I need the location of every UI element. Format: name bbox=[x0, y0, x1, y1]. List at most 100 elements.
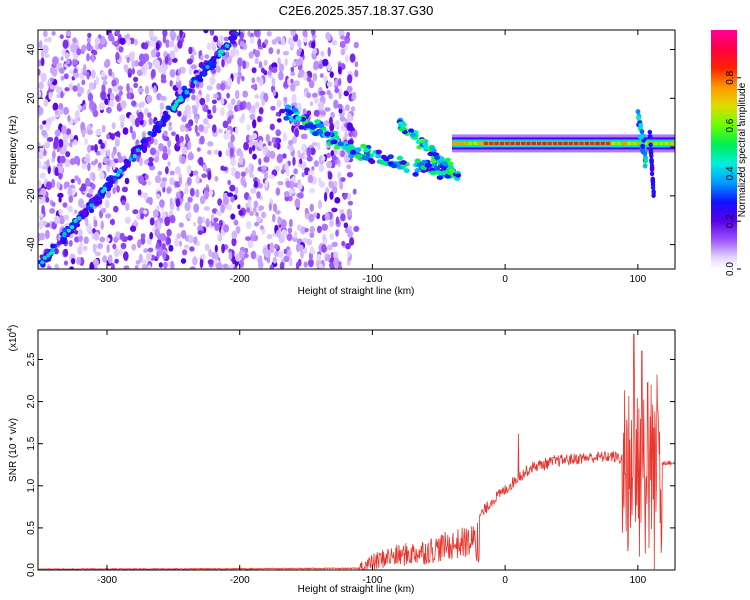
noise-speck bbox=[69, 266, 74, 269]
noise-speck bbox=[186, 164, 192, 175]
noise-speck bbox=[222, 120, 229, 129]
noise-speck bbox=[321, 244, 327, 253]
steady-line-segment bbox=[579, 141, 584, 145]
noise-speck bbox=[175, 134, 180, 143]
noise-speck bbox=[347, 229, 353, 238]
curved-branch-point bbox=[403, 168, 410, 174]
noise-speck bbox=[179, 141, 185, 148]
noise-speck bbox=[317, 199, 323, 210]
noise-speck bbox=[203, 206, 211, 211]
diagonal-track-point bbox=[162, 110, 168, 116]
diagonal-track-point bbox=[66, 228, 72, 233]
noise-speck bbox=[159, 182, 166, 188]
noise-speck bbox=[311, 41, 316, 49]
noise-speck bbox=[119, 248, 123, 256]
noise-speck bbox=[331, 154, 337, 161]
noise-speck bbox=[239, 150, 244, 159]
noise-speck bbox=[53, 248, 59, 255]
noise-speck bbox=[115, 30, 120, 35]
noise-speck bbox=[114, 131, 121, 137]
curved-branch-point bbox=[414, 168, 421, 173]
noise-speck bbox=[340, 213, 346, 222]
noise-speck bbox=[270, 105, 276, 111]
noise-speck bbox=[345, 243, 351, 250]
diagonal-track-point bbox=[92, 196, 98, 202]
diagonal-track-point bbox=[224, 43, 230, 48]
noise-speck bbox=[246, 101, 252, 111]
noise-speck bbox=[184, 201, 191, 212]
noise-speck bbox=[201, 216, 206, 224]
noise-speck bbox=[49, 66, 55, 74]
noise-speck bbox=[134, 60, 139, 67]
noise-speck bbox=[188, 46, 193, 55]
noise-speck bbox=[187, 152, 194, 161]
steady-line-segment bbox=[468, 141, 473, 145]
branch-track-point bbox=[455, 173, 462, 178]
noise-speck bbox=[159, 102, 165, 110]
curved-branch-point bbox=[348, 153, 355, 159]
x-tick-label: -200 bbox=[230, 575, 250, 586]
noise-speck bbox=[45, 122, 51, 131]
branch-track-point bbox=[447, 161, 454, 166]
noise-speck bbox=[70, 178, 75, 184]
noise-speck bbox=[133, 82, 139, 89]
noise-speck bbox=[275, 210, 281, 215]
dip-point bbox=[643, 158, 649, 164]
noise-speck bbox=[230, 196, 235, 203]
noise-speck bbox=[326, 254, 331, 262]
noise-speck bbox=[86, 41, 92, 52]
noise-speck bbox=[91, 54, 95, 63]
noise-speck bbox=[95, 129, 102, 136]
noise-speck bbox=[346, 172, 354, 178]
noise-speck bbox=[52, 150, 56, 159]
spectrogram-frame bbox=[37, 29, 676, 270]
noise-speck bbox=[294, 128, 299, 138]
noise-speck bbox=[250, 250, 257, 260]
noise-speck bbox=[109, 219, 115, 225]
noise-speck bbox=[146, 252, 152, 261]
noise-speck bbox=[231, 230, 238, 239]
noise-speck bbox=[227, 192, 234, 197]
noise-speck bbox=[320, 110, 326, 116]
dip-point bbox=[640, 143, 646, 150]
steady-line-segment bbox=[521, 141, 526, 145]
noise-speck bbox=[127, 235, 133, 241]
noise-speck bbox=[331, 40, 338, 46]
noise-speck bbox=[131, 130, 137, 140]
noise-speck bbox=[349, 236, 355, 246]
curved-branch-point bbox=[298, 125, 305, 130]
noise-speck bbox=[292, 156, 296, 166]
dip-point bbox=[650, 179, 656, 184]
noise-speck bbox=[49, 77, 55, 82]
noise-speck bbox=[179, 124, 186, 133]
noise-speck bbox=[337, 103, 343, 109]
noise-speck bbox=[254, 57, 259, 65]
noise-speck bbox=[99, 236, 106, 243]
noise-speck bbox=[63, 181, 68, 190]
noise-speck bbox=[221, 58, 225, 68]
noise-speck bbox=[211, 213, 215, 223]
dip-point bbox=[639, 134, 645, 140]
noise-speck bbox=[252, 206, 257, 213]
noise-speck bbox=[329, 219, 334, 228]
noise-speck bbox=[56, 181, 61, 189]
noise-speck bbox=[114, 258, 119, 264]
noise-speck bbox=[144, 42, 149, 49]
noise-speck bbox=[230, 157, 236, 167]
noise-speck bbox=[95, 76, 100, 85]
noise-speck bbox=[188, 66, 193, 76]
noise-speck bbox=[344, 155, 349, 164]
noise-speck bbox=[241, 112, 245, 122]
noise-speck bbox=[213, 217, 219, 223]
noise-speck bbox=[247, 239, 254, 249]
noise-speck bbox=[329, 191, 334, 200]
noise-speck bbox=[160, 72, 167, 83]
branch-track-point bbox=[419, 138, 426, 143]
diagonal-track-point bbox=[124, 160, 130, 166]
noise-speck bbox=[38, 199, 44, 205]
noise-speck bbox=[289, 189, 296, 194]
noise-speck bbox=[275, 111, 280, 117]
noise-speck bbox=[282, 50, 290, 56]
noise-speck bbox=[40, 57, 45, 67]
noise-speck bbox=[319, 73, 324, 78]
